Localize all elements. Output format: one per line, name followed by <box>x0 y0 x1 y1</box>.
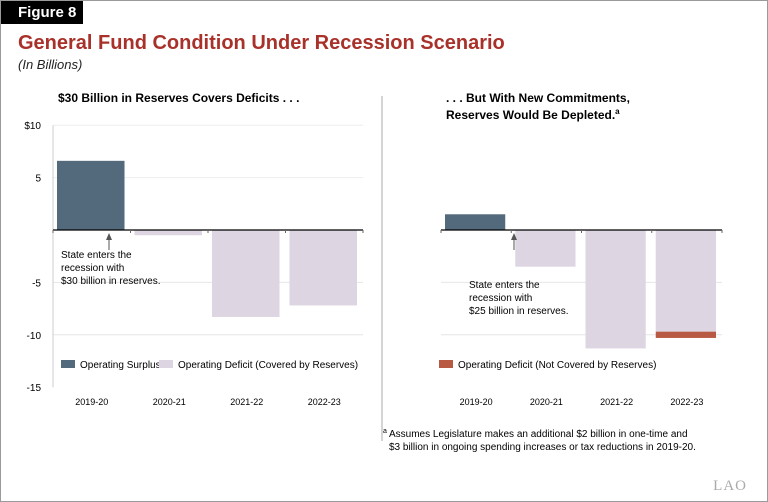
legend-swatch <box>159 360 173 368</box>
bar-2020-21 <box>134 230 202 236</box>
footnote-text: Assumes Legislature makes an additional … <box>389 429 688 440</box>
figure-title: General Fund Condition Under Recession S… <box>18 32 505 54</box>
x-tick-label: 2022-23 <box>670 397 703 407</box>
legend-label: Operating Deficit (Not Covered by Reserv… <box>458 360 656 371</box>
y-tick-label: -5 <box>32 278 41 289</box>
arrow-head-icon <box>511 233 517 240</box>
y-tick-label: -10 <box>27 331 42 342</box>
arrow-head-icon <box>106 233 112 240</box>
bar-2022-23 <box>655 331 716 338</box>
annotation-text: $30 billion in reserves. <box>61 276 161 287</box>
annotation-text: recession with <box>61 263 124 274</box>
x-tick-label: 2022-23 <box>308 397 341 407</box>
figure-subtitle: (In Billions) <box>18 57 83 72</box>
x-tick-label: 2020-21 <box>153 397 186 407</box>
bar-2021-22 <box>212 230 280 317</box>
panel-title-line2: Reserves Would Be Depleted.a <box>446 107 620 122</box>
panel-title: . . . But With New Commitments, <box>446 91 630 105</box>
bar-2022-23 <box>289 230 357 306</box>
legend-label: Operating Surplus <box>80 360 161 371</box>
bar-2022-23 <box>655 230 716 332</box>
legend-label: Operating Deficit (Covered by Reserves) <box>178 360 358 371</box>
bar-2021-22 <box>585 230 646 349</box>
y-tick-label: $10 <box>24 121 41 132</box>
panel-title: $30 Billion in Reserves Covers Deficits … <box>58 91 299 105</box>
x-tick-label: 2021-22 <box>600 397 633 407</box>
x-tick-label: 2020-21 <box>530 397 563 407</box>
y-tick-label: -15 <box>27 383 42 394</box>
x-tick-label: 2019-20 <box>460 397 493 407</box>
figure-label: Figure 8 <box>1 1 83 24</box>
y-tick-label: 5 <box>35 174 41 185</box>
bar-2019-20 <box>57 160 125 230</box>
x-tick-label: 2021-22 <box>230 397 263 407</box>
footnote-marker: a <box>383 428 387 435</box>
annotation-text: $25 billion in reserves. <box>469 306 569 317</box>
lao-logo: LAO <box>713 478 747 494</box>
annotation-text: recession with <box>469 293 532 304</box>
bar-2020-21 <box>515 230 576 267</box>
annotation-text: State enters the <box>61 250 132 261</box>
footnote-text: $3 billion in ongoing spending increases… <box>389 442 696 453</box>
annotation-text: State enters the <box>469 280 540 291</box>
legend-swatch <box>61 360 75 368</box>
x-tick-label: 2019-20 <box>75 397 108 407</box>
legend-swatch <box>439 360 453 368</box>
bar-2019-20 <box>445 214 506 230</box>
